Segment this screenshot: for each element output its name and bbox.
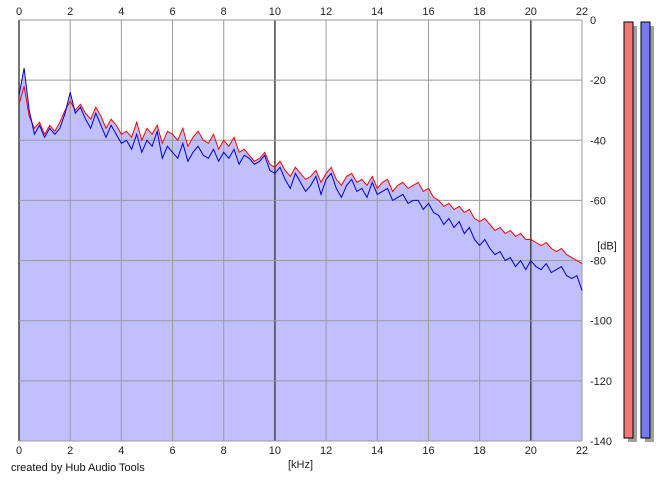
y-tick-label: -120: [590, 376, 612, 388]
spectrum-line-blue: [18, 68, 583, 291]
y-tick-labels: 0 -20 -40 -60 -80 -100 -120 -140: [590, 15, 612, 448]
x-tick-label-top: 22: [576, 6, 588, 18]
x-tick-label-bottom: 12: [320, 445, 332, 457]
x-tick-label-top: 16: [422, 6, 434, 18]
x-tick-label-bottom: 22: [576, 445, 588, 457]
y-tick-label: -60: [590, 195, 606, 207]
x-tick-label-bottom: 4: [118, 445, 124, 457]
x-tick-label-bottom: 16: [422, 445, 434, 457]
spectrum-area-fill: [19, 68, 582, 441]
meter-right: [640, 21, 651, 439]
x-axis-label: [kHz]: [288, 459, 313, 471]
x-tick-label-top: 0: [16, 6, 22, 18]
y-axis-label: [dB]: [597, 241, 617, 253]
x-tick-label-top: 12: [320, 6, 332, 18]
y-tick-label: 0: [590, 15, 596, 27]
x-tick-label-bottom: 8: [221, 445, 227, 457]
spectrum-line-red: [18, 86, 583, 265]
x-tick-label-bottom: 0: [16, 445, 22, 457]
x-tick-label-top: 6: [169, 6, 175, 18]
x-tick-label-bottom: 18: [474, 445, 486, 457]
x-tick-labels-bottom: 0 2 4 6 8 10 12 14 16 18 20 22: [16, 445, 588, 457]
credit-text: created by Hub Audio Tools: [11, 462, 145, 474]
gridlines: [18, 19, 583, 442]
y-tick-label: -100: [590, 316, 612, 328]
meter-left: [623, 21, 634, 439]
y-tick-label: -80: [590, 256, 606, 268]
x-tick-labels-top: 0 2 4 6 8 10 12 14 16 18 20 22: [16, 6, 588, 18]
x-tick-label-bottom: 2: [67, 445, 73, 457]
x-tick-label-top: 18: [474, 6, 486, 18]
y-tick-label: -40: [590, 135, 606, 147]
x-tick-label-bottom: 14: [371, 445, 383, 457]
x-tick-label-top: 20: [525, 6, 537, 18]
x-tick-label-bottom: 20: [525, 445, 537, 457]
x-tick-label-bottom: 10: [269, 445, 281, 457]
y-tick-label: -140: [590, 436, 612, 448]
x-tick-label-top: 4: [118, 6, 124, 18]
y-tick-label: -20: [590, 75, 606, 87]
x-tick-label-top: 2: [67, 6, 73, 18]
x-tick-label-top: 10: [269, 6, 281, 18]
x-tick-label-top: 8: [221, 6, 227, 18]
x-tick-label-top: 14: [371, 6, 383, 18]
x-tick-label-bottom: 6: [169, 445, 175, 457]
